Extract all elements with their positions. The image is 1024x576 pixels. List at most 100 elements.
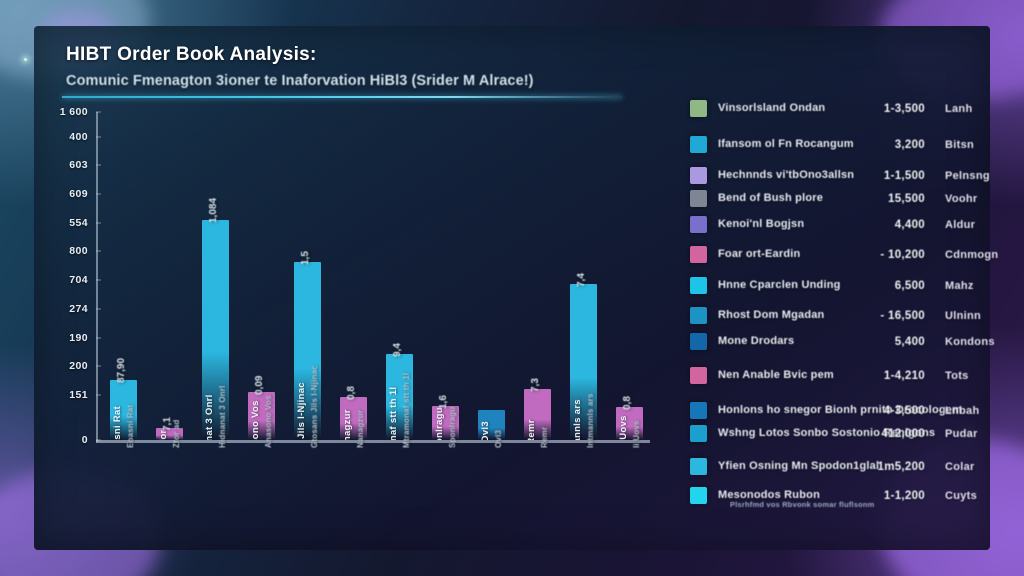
x-axis-line [96, 440, 650, 443]
legend-item[interactable]: Foar ort-Eardin [690, 246, 970, 263]
legend-item-value: - 16,500 [880, 310, 925, 322]
bar[interactable]: Ovl3 [477, 409, 505, 440]
bar-inner-label: Gtosans Jils I-Njinac [296, 382, 307, 440]
legend-item-label: Wshng Lotos Sonbo Sostonio Renigons [718, 426, 936, 439]
legend-side-label: Bitsn [945, 139, 974, 151]
x-axis-tick-label: Ii Uovs [632, 420, 641, 448]
legend-item-label: Kenoi'nl Bogjsn [718, 217, 805, 230]
legend-item-value: 1-1,500 [883, 170, 925, 182]
bar[interactable]: Gtosans Jils I-Njinac [293, 261, 321, 440]
legend-item[interactable]: Mone Drodars [690, 333, 970, 350]
legend-item-label: Mesonodos Rubon [718, 488, 820, 501]
legend-item[interactable]: Yfien Osning Mn Spodon1glal [690, 458, 970, 475]
title-block: HIBT Order Book Analysis: Comunic Fmenag… [66, 44, 666, 89]
legend-side-label: Tots [945, 370, 969, 382]
legend-item[interactable]: Ifansom ol Fn Rocangum [690, 136, 970, 153]
bar-chart: 1 600 400 603 609 554 800 704 274 190 200 151 0 Eoa… [48, 106, 650, 448]
legend-item[interactable]: Bend of Bush plore [690, 190, 970, 207]
legend-item-label: Honlons ho snegor Bionh prnitn Drocologe… [718, 403, 963, 416]
bar[interactable]: Anasono Vos [247, 392, 275, 440]
y-axis-line [96, 112, 98, 442]
legend-item[interactable]: Hechnnds vi'tbOno3allsn [690, 167, 970, 184]
x-axis-tick-label: Sponlragu [448, 406, 457, 448]
legend-item[interactable]: Wshng Lotos Sonbo Sostonio Renigons [690, 425, 970, 442]
bar-inner-label: Ii Uovs [618, 415, 629, 440]
y-axis-tick-mark [96, 136, 101, 138]
y-axis-tick-mark [96, 308, 101, 310]
y-axis-tick-mark [96, 337, 101, 338]
bar[interactable]: Nanagzur [339, 396, 367, 440]
legend-item-value: 412,000 [881, 428, 925, 440]
legend-side-label: Pelnsng [945, 170, 990, 182]
bar-inner-label: Remr [526, 419, 537, 440]
x-axis-tick-label: Hidnanat 3 Onrl [218, 385, 227, 448]
page-title: HIBT Order Book Analysis: [66, 44, 317, 65]
legend-item[interactable]: Mesonodos Rubon [690, 487, 970, 504]
bar[interactable]: Mtramonaf stt th 1l [385, 353, 413, 440]
legend-item[interactable]: Kenoi'nl Bogjsn [690, 216, 970, 233]
bar[interactable]: Intmannls ars [569, 284, 597, 440]
y-axis-tick-mark [96, 193, 101, 195]
legend-item-label: Nen Anable Bvic pem [718, 368, 834, 381]
x-axis-tick-label: Eoasni Rat [126, 404, 135, 448]
legend-footnote: Plsrhfmd vos Rbvonk somar fluflsonm [730, 500, 875, 509]
y-axis-tick-label: 190 [69, 331, 88, 344]
legend-side-label: Voohr [945, 193, 978, 205]
legend-color-swatch [690, 100, 707, 117]
chart-panel [34, 26, 990, 550]
legend-item-label: Hnne Cparclen Unding [718, 278, 841, 291]
legend-side-label: Lanh [945, 103, 973, 115]
legend-item-label: Ifansom ol Fn Rocangum [718, 137, 854, 150]
legend-item-value: 1-1,200 [883, 490, 925, 502]
y-axis-tick-mark [96, 250, 101, 252]
legend-item[interactable]: Nen Anable Bvic pem [690, 367, 970, 384]
y-axis-tick-label: 200 [69, 360, 88, 373]
legend-side-label: Mahz [945, 280, 974, 292]
legend-item[interactable]: Honlons ho snegor Bionh prnitn Drocologe… [690, 402, 970, 419]
bar-inner-label: Anasono Vos [250, 400, 261, 440]
x-axis-tick-label: Anasono Vos [264, 395, 273, 448]
legend-item[interactable]: Hnne Cparclen Unding [690, 277, 970, 294]
x-axis-tick-label: Ovl3 [494, 429, 503, 448]
legend-item[interactable]: Rhost Dom Mgadan [690, 307, 970, 324]
y-axis-tick-mark [96, 394, 101, 396]
legend-item-label: Vinsorlsland Ondan [718, 101, 826, 114]
x-axis-tick-label: Intmannls ars [586, 393, 595, 448]
page-subtitle: Comunic Fmenagton 3ioner te Inaforvation… [66, 73, 534, 89]
legend-item-value: 1m5,200 [877, 461, 925, 473]
legend-item-value: 5,400 [894, 336, 925, 348]
bar-value-label: 87,90 [116, 358, 127, 384]
star-speck-2 [24, 58, 27, 61]
bar[interactable]: Zfor ad [155, 427, 183, 440]
legend-color-swatch [690, 167, 707, 184]
legend-color-swatch [690, 307, 707, 324]
bar-inner-label: Ovl3 [480, 421, 491, 440]
legend-color-swatch [690, 216, 707, 233]
legend-item-value: 3,200 [894, 139, 925, 151]
legend-item-label: Bend of Bush plore [718, 191, 824, 204]
legend-color-swatch [690, 425, 707, 442]
y-axis-tick-label: 151 [69, 388, 88, 401]
legend-item-label: Foar ort-Eardin [718, 247, 801, 260]
bar-inner-label: Sponlragu [434, 407, 445, 440]
bar-inner-label: Hidnanat 3 Onrl [204, 394, 215, 440]
y-axis-tick-label: 0 [81, 434, 88, 446]
bar[interactable]: Eoasni Rat [109, 380, 137, 440]
legend-side-label: Ulninn [945, 310, 982, 322]
legend-item-label: Mone Drodars [718, 334, 795, 347]
bar[interactable]: Sponlragu [431, 405, 459, 440]
bar[interactable]: Ii Uovs [615, 406, 643, 440]
x-axis-tick-label: Zfor ad [172, 419, 181, 448]
legend-side-label: Cdnmogn [945, 249, 999, 261]
legend-item-value: 1-4,210 [883, 370, 925, 382]
bar[interactable]: Hidnanat 3 Onrl [201, 220, 229, 440]
y-axis-tick-label: 603 [69, 159, 88, 172]
y-axis-tick-mark [96, 164, 101, 166]
y-axis-tick-label: 609 [69, 188, 88, 200]
bar-inner-label: Nanagzur [342, 409, 353, 440]
bar-inner-label: Mtramonaf stt th 1l [388, 386, 399, 440]
bar[interactable]: Remr [523, 389, 551, 440]
legend-item[interactable]: Vinsorlsland Ondan [690, 100, 970, 117]
